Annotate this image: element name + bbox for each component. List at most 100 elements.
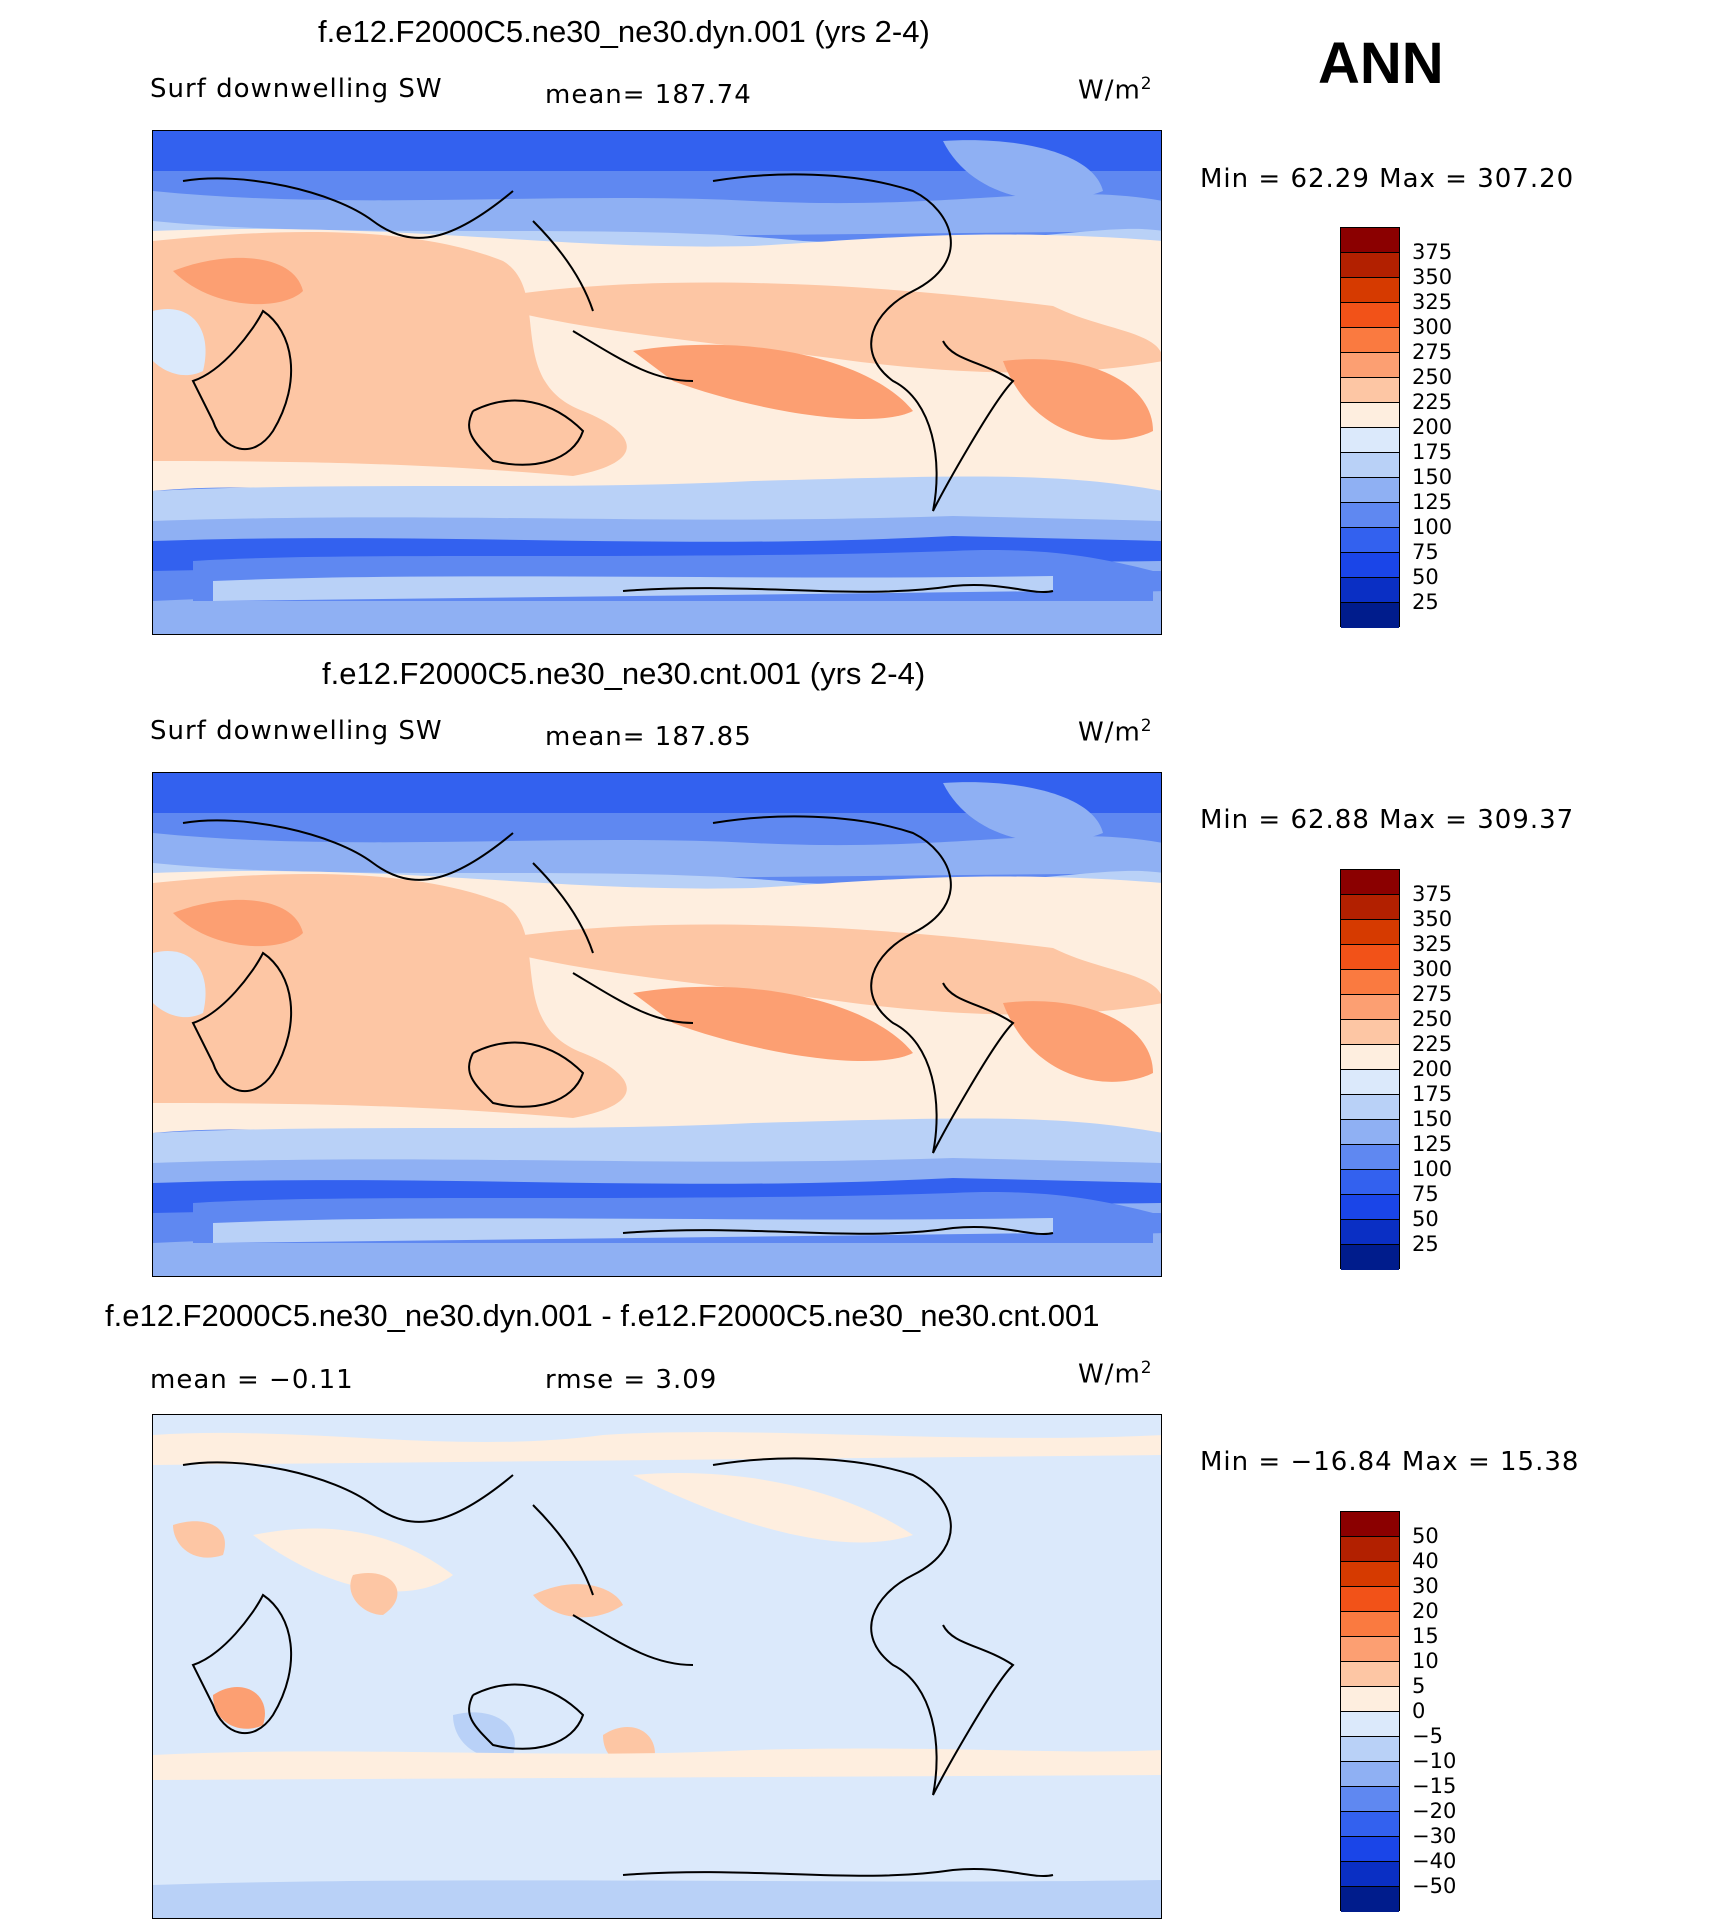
panel-3-units: W/m2 [1078,1358,1153,1390]
colorbar-swatch [1341,1562,1399,1587]
colorbar-tick-label: 325 [1412,932,1453,956]
panel-2-colorbar [1340,869,1400,1270]
colorbar-swatch [1341,995,1399,1020]
colorbar-swatch [1341,353,1399,378]
colorbar-tick-label: 125 [1412,1132,1453,1156]
colorbar-swatch [1341,378,1399,403]
colorbar-tick-label: 25 [1412,590,1439,614]
colorbar-swatch [1341,503,1399,528]
colorbar-tick-label: −20 [1412,1799,1457,1823]
colorbar-swatch [1341,303,1399,328]
colorbar-swatch [1341,1045,1399,1070]
panel-3-rmse-label: rmse = 3.09 [545,1365,718,1395]
colorbar-tick-label: 10 [1412,1649,1439,1673]
colorbar-tick-label: −15 [1412,1774,1457,1798]
panel-2-contour-field [153,773,1161,1276]
panel-3-title: f.e12.F2000C5.ne30_ne30.dyn.001 - f.e12.… [105,1298,1100,1333]
colorbar-tick-label: 150 [1412,465,1453,489]
colorbar-swatch [1341,1687,1399,1712]
colorbar-swatch [1341,403,1399,428]
colorbar-tick-label: 125 [1412,490,1453,514]
colorbar-swatch [1341,1170,1399,1195]
panel-1-units: W/m2 [1078,74,1153,106]
colorbar-tick-label: −40 [1412,1849,1457,1873]
colorbar-tick-label: 225 [1412,1032,1453,1056]
panel-1-field-label: Surf downwelling SW [150,74,443,104]
colorbar-swatch [1341,603,1399,628]
colorbar-tick-label: 375 [1412,240,1453,264]
panel-3-map [152,1414,1162,1919]
colorbar-swatch [1341,1637,1399,1662]
colorbar-swatch [1341,553,1399,578]
colorbar-tick-label: −30 [1412,1824,1457,1848]
colorbar-tick-label: 15 [1412,1624,1439,1648]
colorbar-swatch [1341,1712,1399,1737]
colorbar-swatch [1341,895,1399,920]
panel-3-contour-field [153,1415,1161,1918]
colorbar-swatch [1341,1887,1399,1912]
colorbar-tick-label: −10 [1412,1749,1457,1773]
colorbar-tick-label: 75 [1412,540,1439,564]
colorbar-swatch [1341,1837,1399,1862]
colorbar-tick-label: 250 [1412,1007,1453,1031]
colorbar-swatch [1341,1587,1399,1612]
colorbar-swatch [1341,1070,1399,1095]
panel-2-field-label: Surf downwelling SW [150,716,443,746]
panel-1-colorbar [1340,227,1400,628]
colorbar-swatch [1341,528,1399,553]
colorbar-tick-label: −5 [1412,1724,1443,1748]
colorbar-tick-label: 5 [1412,1674,1426,1698]
colorbar-tick-label: 325 [1412,290,1453,314]
colorbar-tick-label: 150 [1412,1107,1453,1131]
panel-1-minmax: Min = 62.29 Max = 307.20 [1200,164,1575,194]
panel-2-units: W/m2 [1078,716,1153,748]
colorbar-swatch [1341,228,1399,253]
colorbar-swatch [1341,1512,1399,1537]
panel-2-mean-label: mean= 187.85 [545,722,752,752]
colorbar-swatch [1341,920,1399,945]
panel-2-minmax: Min = 62.88 Max = 309.37 [1200,805,1575,835]
colorbar-tick-label: 25 [1412,1232,1439,1256]
colorbar-swatch [1341,1762,1399,1787]
colorbar-swatch [1341,1612,1399,1637]
colorbar-tick-label: 175 [1412,1082,1453,1106]
colorbar-tick-label: 350 [1412,907,1453,931]
colorbar-swatch [1341,253,1399,278]
panel-1-mean-label: mean= 187.74 [545,80,752,110]
colorbar-tick-label: 30 [1412,1574,1439,1598]
colorbar-swatch [1341,578,1399,603]
colorbar-tick-label: −50 [1412,1874,1457,1898]
colorbar-tick-label: 20 [1412,1599,1439,1623]
panel-3-mean-label: mean = −0.11 [150,1365,354,1395]
colorbar-swatch [1341,1245,1399,1270]
colorbar-tick-label: 40 [1412,1549,1439,1573]
colorbar-swatch [1341,1195,1399,1220]
colorbar-tick-label: 275 [1412,340,1453,364]
colorbar-swatch [1341,328,1399,353]
colorbar-tick-label: 0 [1412,1699,1426,1723]
panel-2-title: f.e12.F2000C5.ne30_ne30.cnt.001 (yrs 2-4… [322,656,926,691]
colorbar-tick-label: 275 [1412,982,1453,1006]
colorbar-tick-label: 350 [1412,265,1453,289]
colorbar-swatch [1341,1537,1399,1562]
colorbar-tick-label: 225 [1412,390,1453,414]
colorbar-swatch [1341,1145,1399,1170]
panel-3-colorbar [1340,1511,1400,1912]
colorbar-swatch [1341,970,1399,995]
colorbar-swatch [1341,278,1399,303]
panel-1-map [152,130,1162,635]
colorbar-swatch [1341,1862,1399,1887]
colorbar-swatch [1341,428,1399,453]
colorbar-tick-label: 200 [1412,415,1453,439]
panel-3-minmax: Min = −16.84 Max = 15.38 [1200,1447,1580,1477]
colorbar-tick-label: 75 [1412,1182,1439,1206]
colorbar-tick-label: 250 [1412,365,1453,389]
colorbar-swatch [1341,945,1399,970]
colorbar-tick-label: 175 [1412,440,1453,464]
colorbar-swatch [1341,453,1399,478]
colorbar-tick-label: 300 [1412,315,1453,339]
colorbar-swatch [1341,1662,1399,1687]
colorbar-tick-label: 50 [1412,1207,1439,1231]
colorbar-tick-label: 50 [1412,1524,1439,1548]
colorbar-swatch [1341,1787,1399,1812]
